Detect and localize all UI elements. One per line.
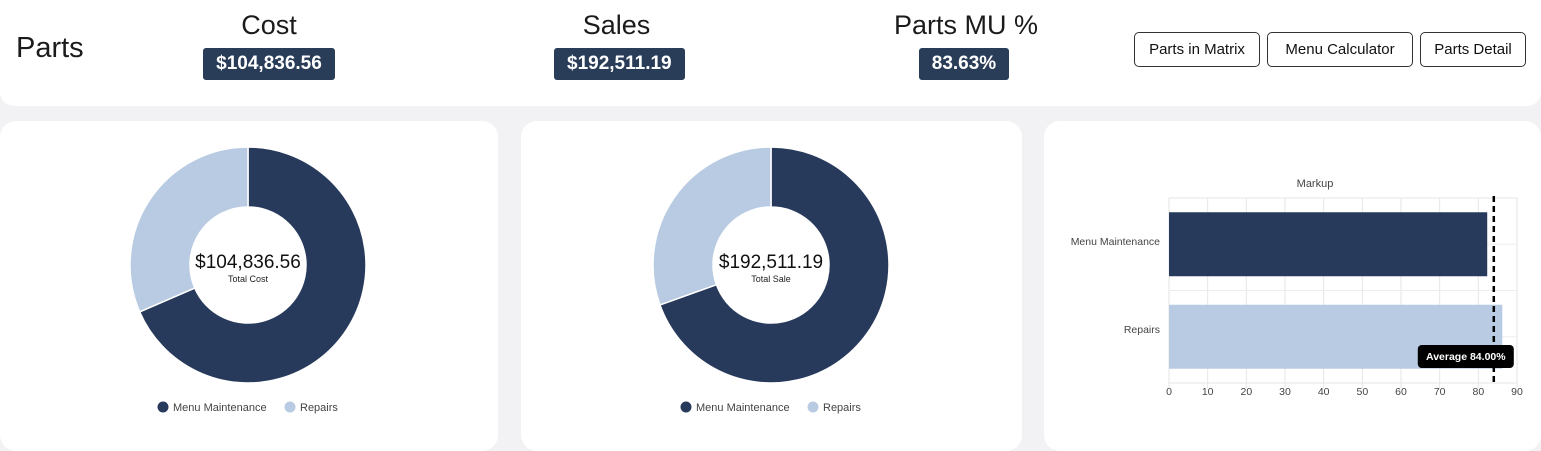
parts-in-matrix-button[interactable]: Parts in Matrix bbox=[1134, 32, 1260, 67]
x-tick-label: 80 bbox=[1472, 386, 1484, 398]
cost-donut-center-label: Total Cost bbox=[228, 274, 269, 284]
legend-swatch-repairs[interactable] bbox=[283, 400, 297, 414]
x-tick-label: 30 bbox=[1279, 386, 1291, 398]
kpi-cost: Cost $104,836.56 bbox=[198, 8, 340, 80]
donut-slice-menu-maintenance[interactable] bbox=[138, 146, 367, 384]
bar-label-repairs: Repairs bbox=[1124, 324, 1160, 336]
kpi-markup: Parts MU % 83.63% bbox=[894, 8, 1039, 80]
parts-detail-button[interactable]: Parts Detail bbox=[1420, 32, 1526, 67]
x-tick-label: 20 bbox=[1240, 386, 1252, 398]
markup-bar-chart: Markup 0 10 20 30 40 50 60 70 80 90 Menu Maintena… bbox=[1071, 178, 1523, 398]
kpi-sales-label: Sales bbox=[582, 10, 651, 40]
bar-menu-maintenance[interactable] bbox=[1169, 212, 1488, 277]
kpi-cost-label: Cost bbox=[241, 10, 297, 40]
donut-slice-menu-maintenance[interactable] bbox=[659, 146, 890, 384]
header-bar: Parts Cost $104,836.56 Sales $192,511.19… bbox=[0, 0, 1541, 106]
kpi-sales-value: $192,511.19 bbox=[554, 48, 685, 80]
legend-swatch-menu-maintenance[interactable] bbox=[156, 400, 170, 414]
sales-donut-legend: Menu Maintenance Repairs bbox=[679, 400, 861, 414]
kpi-markup-label: Parts MU % bbox=[894, 10, 1039, 40]
donut-slice-repairs[interactable] bbox=[652, 146, 772, 306]
markup-chart-title: Markup bbox=[1297, 178, 1334, 190]
x-tick-label: 50 bbox=[1356, 386, 1368, 398]
legend-label-menu-maintenance[interactable]: Menu Maintenance bbox=[696, 402, 790, 414]
x-tick-label: 40 bbox=[1318, 386, 1330, 398]
sales-chart-card: $192,511.19 Total Sale Menu Maintenance … bbox=[521, 121, 1022, 451]
sales-donut-chart: $192,511.19 Total Sale Menu Maintenance … bbox=[652, 146, 890, 414]
legend-swatch-repairs[interactable] bbox=[806, 400, 820, 414]
menu-calculator-button[interactable]: Menu Calculator bbox=[1267, 32, 1413, 67]
legend-swatch-menu-maintenance[interactable] bbox=[679, 400, 693, 414]
cost-donut-chart: $104,836.56 Total Cost Menu Maintenance … bbox=[129, 146, 367, 414]
kpi-sales: Sales $192,511.19 bbox=[554, 8, 685, 80]
legend-label-menu-maintenance[interactable]: Menu Maintenance bbox=[173, 402, 267, 414]
page-title: Parts bbox=[16, 32, 84, 64]
legend-label-repairs[interactable]: Repairs bbox=[823, 402, 861, 414]
legend-label-repairs[interactable]: Repairs bbox=[300, 402, 338, 414]
average-tooltip bbox=[1417, 345, 1514, 368]
cost-chart-card: $104,836.56 Total Cost Menu Maintenance … bbox=[0, 121, 498, 451]
sales-donut-center-value: $192,511.19 bbox=[719, 252, 823, 273]
x-tick-label: 10 bbox=[1202, 386, 1214, 398]
markup-chart-card: Markup 0 10 20 30 40 50 60 70 80 90 Menu Maintena… bbox=[1044, 121, 1541, 451]
x-tick-label: 90 bbox=[1511, 386, 1523, 398]
kpi-markup-value: 83.63% bbox=[918, 48, 1010, 80]
x-tick-label: 60 bbox=[1395, 386, 1407, 398]
donut-slice-repairs[interactable] bbox=[129, 146, 249, 313]
cost-donut-center-value: $104,836.56 bbox=[195, 252, 301, 273]
sales-donut-center-label: Total Sale bbox=[751, 274, 791, 284]
average-tooltip-label: Average 84.00% bbox=[1426, 351, 1506, 363]
cost-donut-legend: Menu Maintenance Repairs bbox=[156, 400, 338, 414]
x-tick-label: 0 bbox=[1166, 386, 1172, 398]
x-tick-label: 70 bbox=[1434, 386, 1446, 398]
bar-label-menu-maintenance: Menu Maintenance bbox=[1071, 236, 1160, 248]
kpi-cost-value: $104,836.56 bbox=[203, 48, 335, 80]
